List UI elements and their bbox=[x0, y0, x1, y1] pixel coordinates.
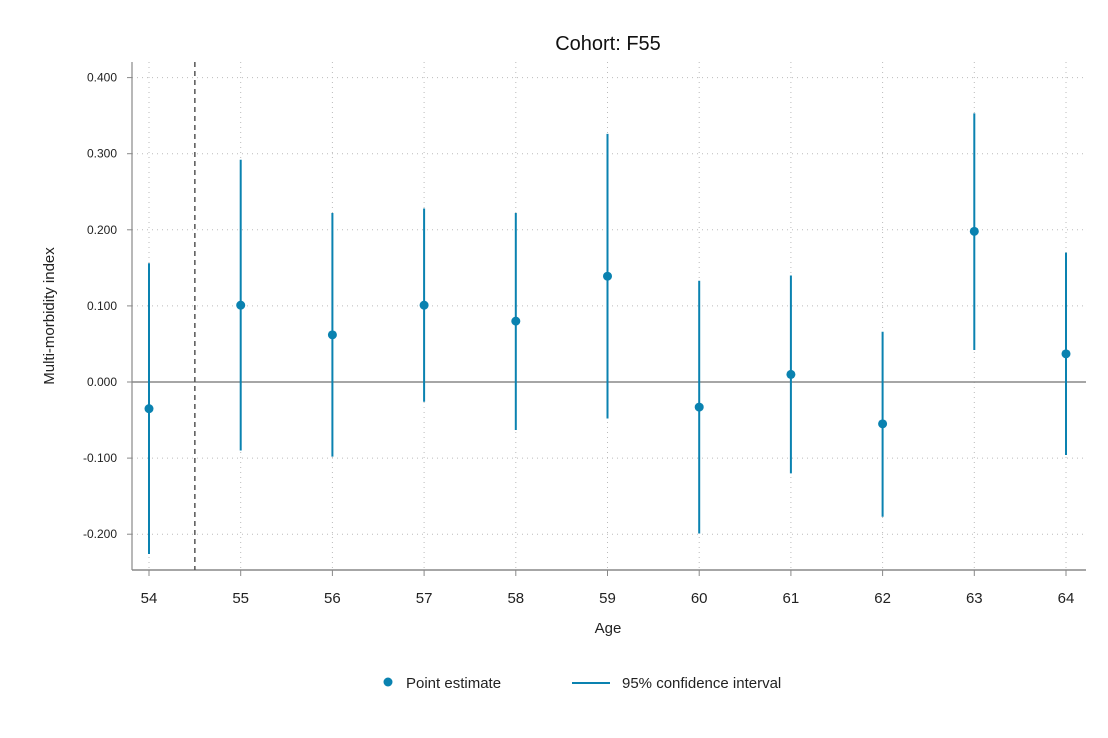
legend-point-marker bbox=[383, 677, 393, 687]
point-estimate-59 bbox=[603, 271, 612, 281]
x-tick-labels: 54 55 56 57 58 59 60 61 62 63 64 bbox=[141, 590, 1075, 607]
chart-title: Cohort: F55 bbox=[555, 33, 661, 55]
point-estimate-62 bbox=[878, 419, 888, 429]
axes bbox=[127, 62, 1086, 576]
legend-ci-label: 95% confidence interval bbox=[622, 675, 781, 692]
legend-point-label: Point estimate bbox=[406, 675, 501, 692]
x-tick-label: 63 bbox=[966, 590, 983, 607]
grid bbox=[132, 62, 1086, 570]
x-axis-label: Age bbox=[595, 620, 622, 637]
y-tick-label: 0.200 bbox=[87, 223, 117, 237]
point-estimate-58 bbox=[511, 316, 521, 326]
x-tick-label: 58 bbox=[507, 590, 524, 607]
point-estimate-63 bbox=[969, 226, 979, 236]
x-tick-label: 55 bbox=[232, 590, 249, 607]
point-estimate-54 bbox=[144, 404, 154, 414]
point-estimate-55 bbox=[236, 300, 246, 310]
y-tick-labels: -0.200 -0.100 0.000 0.100 0.200 0.300 0.400 bbox=[83, 71, 117, 542]
point-estimate-61 bbox=[786, 369, 796, 379]
x-tick-label: 62 bbox=[874, 590, 891, 607]
point-estimate-64 bbox=[1061, 349, 1071, 359]
point-estimate-60 bbox=[694, 402, 704, 412]
x-tick-label: 61 bbox=[783, 590, 800, 607]
point-estimate-57 bbox=[419, 300, 429, 310]
y-tick-label: 0.400 bbox=[87, 71, 117, 85]
y-tick-label: 0.300 bbox=[87, 147, 117, 161]
x-tick-label: 54 bbox=[141, 590, 158, 607]
x-tick-label: 60 bbox=[691, 590, 708, 607]
legend: Point estimate 95% confidence interval bbox=[383, 675, 781, 692]
marks bbox=[144, 113, 1071, 554]
x-tick-label: 59 bbox=[599, 590, 616, 607]
point-estimate-56 bbox=[327, 330, 337, 340]
reference-lines bbox=[132, 62, 1086, 570]
y-tick-label: 0.000 bbox=[87, 375, 117, 389]
x-tick-label: 56 bbox=[324, 590, 341, 607]
y-axis-label: Multi-morbidity index bbox=[41, 247, 58, 385]
y-tick-label: -0.100 bbox=[83, 451, 117, 465]
x-tick-label: 64 bbox=[1058, 590, 1075, 607]
y-tick-label: 0.100 bbox=[87, 299, 117, 313]
y-tick-label: -0.200 bbox=[83, 527, 117, 541]
x-tick-label: 57 bbox=[416, 590, 433, 607]
